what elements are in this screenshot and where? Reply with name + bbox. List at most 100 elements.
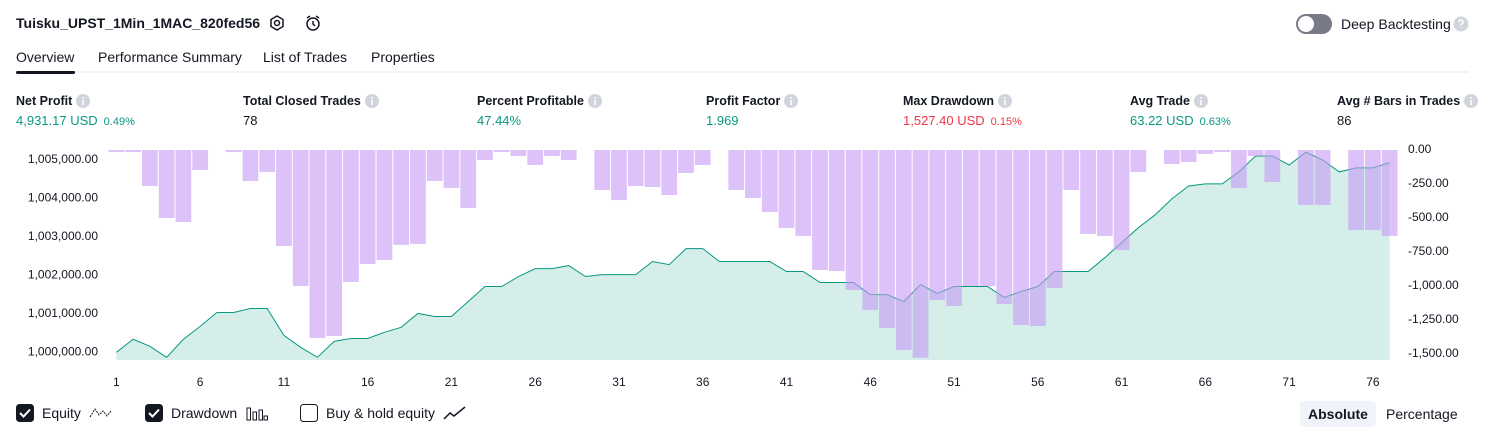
metric-value: 47.44%	[477, 113, 521, 128]
metric-value: 4,931.17 USD 0.49%	[16, 113, 135, 128]
drawdown-bar	[108, 150, 125, 153]
settings-icon-core	[273, 19, 281, 27]
y2-tick-label: 0.00	[1408, 142, 1432, 156]
info-icon[interactable]	[998, 94, 1012, 108]
drawdown-bar	[1080, 150, 1096, 234]
drawdown-bar	[1180, 150, 1197, 162]
drawdown-bar	[1381, 150, 1398, 236]
y2-tick-label: -1,250.00	[1408, 312, 1459, 326]
checkbox-check	[148, 408, 160, 418]
drawdown-bar	[962, 150, 979, 287]
x-tick-label: 36	[696, 375, 710, 389]
info-icon-stem	[1200, 100, 1202, 105]
drawdown-bar	[1013, 150, 1029, 325]
alert-icon[interactable]	[306, 17, 320, 31]
metric-label: Total Closed Trades	[243, 94, 379, 108]
drawdown-bar	[1297, 150, 1314, 205]
equity-area	[116, 152, 1390, 360]
metric-value-text: 78	[243, 113, 258, 128]
drawdown-bar	[1214, 150, 1230, 153]
x-tick-label: 56	[1031, 375, 1045, 389]
y2-tick-label: -1,000.00	[1408, 278, 1459, 292]
drawdown-bar	[627, 150, 644, 187]
info-icon[interactable]	[76, 94, 91, 108]
drawdown-bar	[510, 150, 527, 156]
metric-label-text: Max Drawdown	[903, 94, 994, 108]
drawdown-bar	[142, 150, 158, 187]
checkbox-box	[300, 404, 318, 422]
drawdown-bar	[393, 150, 410, 245]
y-tick-label: 1,001,000.00	[28, 306, 98, 320]
info-icon-dot	[82, 96, 85, 99]
checkbox-box	[16, 404, 34, 422]
y2-tick-label: -1,500.00	[1408, 346, 1459, 360]
percentage-button[interactable]: Percentage	[1386, 406, 1458, 422]
x-tick-label: 16	[361, 375, 375, 389]
info-icon[interactable]	[364, 94, 379, 108]
metric-value: 1.969	[706, 113, 739, 128]
checkbox	[300, 404, 318, 422]
info-icon[interactable]	[784, 94, 799, 108]
info-icon-stem	[1470, 100, 1473, 105]
metric-label-text: Net Profit	[16, 94, 73, 108]
icon-bar	[246, 407, 252, 421]
checkbox	[16, 404, 34, 422]
info-icon[interactable]	[1193, 94, 1208, 108]
y2-tick-label: -250.00	[1408, 176, 1449, 190]
drawdown-bar	[912, 150, 929, 358]
y-tick-label: 1,000,000.00	[28, 344, 98, 358]
metric-label: Percent Profitable	[477, 94, 602, 108]
drawdown-bar	[778, 150, 795, 228]
help-icon[interactable]	[1453, 16, 1469, 32]
info-icon[interactable]	[587, 94, 602, 108]
alert-icon-hands	[306, 15, 320, 27]
tab-indicator	[16, 71, 75, 74]
drawdown-bar	[242, 150, 259, 182]
metric-value-text: 1.969	[706, 113, 739, 128]
tab-divider	[16, 71, 1469, 73]
legend-item[interactable]: Drawdown	[145, 404, 269, 422]
icon-path	[443, 406, 466, 420]
metric-value: 1,527.40 USD 0.15%	[903, 113, 1022, 128]
tab[interactable]: List of Trades	[263, 49, 348, 65]
tab[interactable]: Properties	[371, 49, 435, 65]
metric-value-text: 1,527.40 USD	[903, 113, 985, 128]
drawdown-bar	[343, 150, 359, 282]
metric-label: Profit Factor	[706, 94, 799, 108]
legend-label: Drawdown	[171, 405, 238, 421]
absolute-button[interactable]: Absolute	[1300, 401, 1376, 427]
drawdown-bar	[1063, 150, 1080, 190]
toggle[interactable]	[1295, 13, 1333, 35]
tab[interactable]: Performance Summary	[98, 49, 242, 65]
drawdown-bar	[828, 150, 845, 272]
metric-percent: 0.15%	[990, 116, 1022, 128]
drawdown-bar	[410, 150, 426, 244]
drawdown-bar	[259, 150, 276, 173]
info-icon-dot	[1470, 96, 1473, 99]
drawdown-bar	[594, 150, 611, 190]
drawdown-bar	[544, 150, 560, 156]
metric-label: Avg # Bars in Trades	[1337, 94, 1479, 108]
info-icon-stem	[790, 100, 793, 105]
toggle-knob	[1298, 16, 1314, 32]
metric-label-text: Profit Factor	[706, 94, 781, 108]
info-icon[interactable]	[1464, 94, 1479, 108]
legend-icon	[246, 407, 269, 421]
x-tick-label: 11	[278, 375, 291, 389]
settings-icon[interactable]	[270, 15, 284, 31]
legend-item[interactable]: Equity	[16, 404, 113, 422]
x-tick-label: 46	[864, 375, 878, 389]
drawdown-bar	[1264, 150, 1281, 182]
drawdown-bar	[929, 150, 946, 301]
checkbox-check	[19, 408, 31, 418]
tab[interactable]: Overview	[16, 49, 75, 65]
legend-item[interactable]: Buy & hold equity	[300, 404, 467, 422]
metric-value-text: 63.22 USD	[1130, 113, 1194, 128]
x-tick-label: 51	[947, 375, 961, 389]
title-icons	[270, 15, 320, 31]
drawdown-bar	[795, 150, 812, 236]
deep-backtesting-label: Deep Backtesting	[1341, 16, 1451, 32]
chart: 1,000,000.00 1,001,000.00 1,002,000.00 1,00…	[28, 142, 1459, 389]
legend-label: Buy & hold equity	[326, 405, 435, 421]
drawdown-bar	[359, 150, 376, 264]
